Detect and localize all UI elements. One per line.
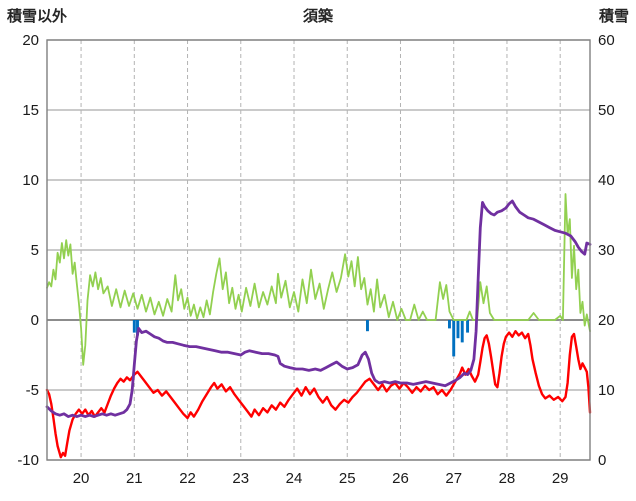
svg-text:5: 5 xyxy=(31,242,39,259)
svg-text:30: 30 xyxy=(598,242,615,259)
svg-text:-10: -10 xyxy=(17,452,39,469)
svg-text:10: 10 xyxy=(22,172,39,189)
svg-text:22: 22 xyxy=(179,470,196,487)
svg-text:0: 0 xyxy=(598,452,606,469)
blue-bars xyxy=(132,320,470,357)
svg-text:23: 23 xyxy=(232,470,249,487)
left-axis-title: 積雪以外 xyxy=(7,8,68,25)
series-purple-line xyxy=(45,199,592,419)
svg-text:21: 21 xyxy=(126,470,143,487)
series-red-line xyxy=(45,330,592,459)
svg-text:27: 27 xyxy=(445,470,462,487)
svg-text:20: 20 xyxy=(598,312,615,329)
series-green-line xyxy=(46,193,591,366)
svg-text:29: 29 xyxy=(552,470,569,487)
plot-border xyxy=(46,39,591,461)
svg-text:60: 60 xyxy=(598,32,615,49)
svg-text:26: 26 xyxy=(392,470,409,487)
svg-text:0: 0 xyxy=(31,312,39,329)
svg-text:24: 24 xyxy=(286,470,303,487)
left-tick-labels: 20 15 10 5 0 -5 -10 xyxy=(17,32,39,469)
right-axis-title: 積雪 xyxy=(598,8,629,25)
svg-text:10: 10 xyxy=(598,382,615,399)
svg-text:25: 25 xyxy=(339,470,356,487)
right-tick-labels: 60 50 40 30 20 10 0 xyxy=(598,32,615,469)
svg-text:28: 28 xyxy=(499,470,516,487)
x-tick-labels: 20 21 22 23 24 25 26 27 28 29 xyxy=(73,470,569,487)
svg-text:40: 40 xyxy=(598,172,615,189)
svg-text:20: 20 xyxy=(73,470,90,487)
svg-text:20: 20 xyxy=(22,32,39,49)
svg-text:50: 50 xyxy=(598,102,615,119)
chart-title: 須築 xyxy=(302,8,333,25)
v-gridlines xyxy=(80,40,561,460)
svg-text:-5: -5 xyxy=(26,382,39,399)
svg-text:15: 15 xyxy=(22,102,39,119)
